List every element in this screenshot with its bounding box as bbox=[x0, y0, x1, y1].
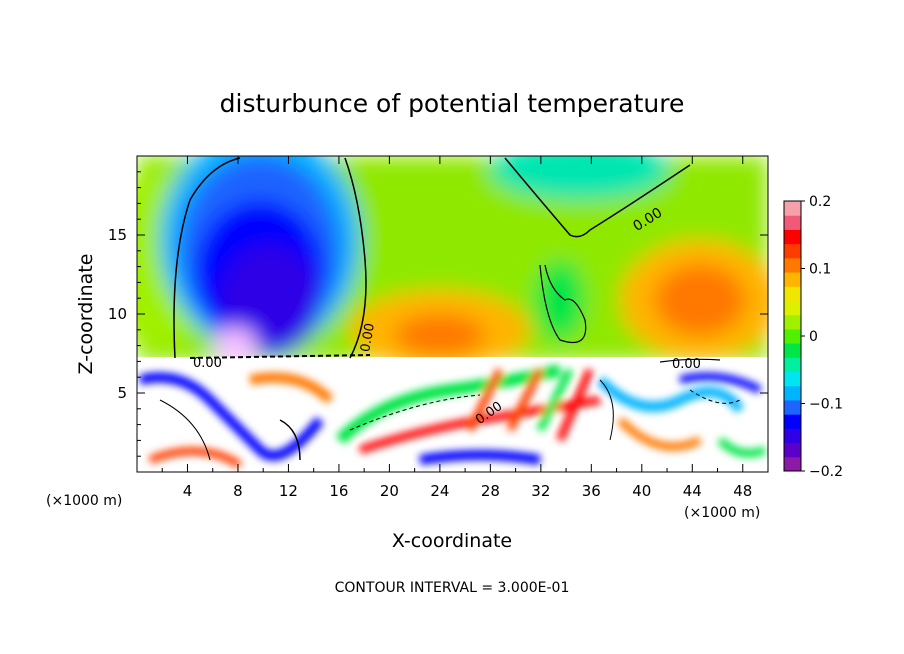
colorbar-swatch bbox=[784, 215, 801, 230]
upper-field bbox=[137, 156, 768, 370]
colorbar-tick-label: 0.2 bbox=[809, 194, 831, 210]
colorbar-swatch bbox=[784, 314, 801, 330]
x-axis: 4 8 12 16 20 24 28 32 36 40 44 48 bbox=[161, 156, 752, 500]
colorbar-swatch bbox=[784, 201, 801, 216]
colorbar-tick-label: 0.1 bbox=[809, 262, 831, 278]
x-tick-label: 12 bbox=[279, 482, 298, 500]
y-tick-label: 10 bbox=[108, 305, 127, 323]
colorbar-tick-label: 0 bbox=[809, 329, 818, 345]
x-tick-label: 8 bbox=[233, 482, 243, 500]
colorbar-swatch bbox=[784, 428, 801, 444]
zero-contour-right bbox=[504, 157, 691, 238]
zero-contour-left bbox=[173, 157, 367, 359]
x-unit-label: (×1000 m) bbox=[684, 505, 760, 521]
x-tick-label: 36 bbox=[582, 482, 601, 500]
y-tick-label: 15 bbox=[108, 226, 127, 244]
colorbar-tick-label: −0.1 bbox=[809, 397, 843, 413]
contour-label: 0.00 bbox=[672, 357, 701, 372]
colorbar-swatch bbox=[784, 456, 801, 472]
x-axis-label: X-coordinate bbox=[392, 530, 512, 552]
chart-title: disturbunce of potential temperature bbox=[220, 89, 685, 118]
inner-contour bbox=[539, 264, 587, 344]
colorbar-swatch bbox=[784, 328, 801, 344]
colorbar-swatch bbox=[784, 300, 801, 316]
x-tick-label: 16 bbox=[329, 482, 348, 500]
colorbar-swatch bbox=[784, 229, 801, 245]
x-tick-label: 20 bbox=[380, 482, 399, 500]
y-axis-label: Z-coordinate bbox=[75, 254, 97, 375]
colorbar bbox=[783, 200, 802, 472]
x-tick-label: 48 bbox=[733, 482, 752, 500]
colorbar-swatch bbox=[784, 257, 801, 273]
x-tick-label: 24 bbox=[430, 482, 449, 500]
z-unit-label: (×1000 m) bbox=[46, 493, 122, 509]
colorbar-ticks: 0.2 0.1 0 −0.1 −0.2 bbox=[801, 194, 843, 480]
colorbar-swatch bbox=[784, 272, 801, 287]
colorbar-swatch bbox=[784, 399, 801, 415]
x-tick-label: 28 bbox=[481, 482, 500, 500]
colorbar-swatch bbox=[784, 286, 801, 301]
colorbar-swatch bbox=[784, 414, 801, 429]
colorbar-swatch bbox=[784, 442, 801, 458]
x-tick-label: 44 bbox=[683, 482, 702, 500]
colorbar-swatch bbox=[784, 385, 801, 401]
contour-label: 0.00 bbox=[358, 322, 378, 353]
x-tick-label: 32 bbox=[531, 482, 550, 500]
y-axis: 5 10 15 bbox=[108, 171, 768, 457]
colorbar-tick-label: −0.2 bbox=[809, 464, 843, 480]
y-tick-label: 5 bbox=[117, 384, 127, 402]
contour-label: 0.00 bbox=[193, 356, 222, 371]
contour-interval: CONTOUR INTERVAL = 3.000E-01 bbox=[335, 580, 570, 596]
colorbar-swatch bbox=[784, 357, 801, 373]
x-tick-label: 4 bbox=[183, 482, 193, 500]
x-tick-label: 40 bbox=[632, 482, 651, 500]
heatmap-field bbox=[136, 155, 769, 473]
colorbar-swatch bbox=[784, 371, 801, 387]
colorbar-swatch bbox=[784, 343, 801, 358]
colorbar-swatch bbox=[784, 243, 801, 259]
